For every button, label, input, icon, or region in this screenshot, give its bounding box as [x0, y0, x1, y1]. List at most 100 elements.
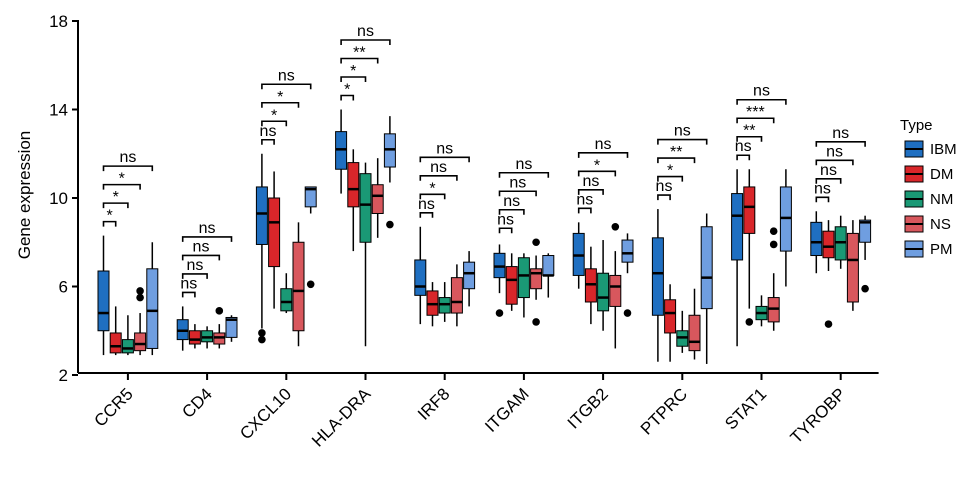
box-ibm: [414, 259, 427, 296]
plot-area: ***nsnsnsnsnsns**ns****nsns*nsnsnsnsnsns…: [97, 23, 872, 364]
sig-bracket: [261, 138, 275, 145]
legend-label: DM: [930, 166, 953, 183]
sig-bracket: [577, 170, 617, 177]
sig-bracket: [736, 135, 763, 142]
sig-label: ns: [814, 180, 831, 197]
sig-label: ns: [199, 220, 216, 237]
box-pm: [700, 226, 713, 310]
box-ns: [688, 314, 701, 352]
outlier-point: [532, 318, 540, 326]
box-ns: [530, 268, 543, 290]
box-dm: [743, 186, 756, 234]
sig-label: **: [353, 45, 365, 62]
y-axis-title: Gene expression: [15, 131, 34, 260]
sig-label: ns: [820, 162, 837, 179]
box-ns: [609, 274, 622, 307]
sig-bracket: [181, 291, 196, 298]
box-pm: [463, 261, 476, 290]
x-tick-label: TYROBP: [787, 384, 850, 447]
sig-label: ns: [260, 123, 277, 140]
sig-bracket: [736, 98, 787, 105]
sig-label: ns: [357, 23, 374, 40]
sig-bracket: [815, 159, 854, 166]
sig-bracket: [498, 190, 537, 197]
outlier-point: [386, 220, 394, 229]
box-pm: [146, 268, 159, 349]
box-pm: [621, 239, 634, 263]
sig-bracket: [181, 236, 233, 242]
sig-bracket: [498, 208, 525, 215]
box-dm: [109, 332, 122, 354]
sig-label: *: [119, 171, 125, 188]
sig-bracket: [498, 227, 513, 234]
legend-item-nm: NM: [904, 190, 953, 208]
sig-label: ns: [674, 123, 691, 140]
sig-label: ns: [753, 83, 770, 100]
gene-group-hla-dra: ****ns: [335, 23, 396, 347]
gene-group-stat1: ns*****ns: [731, 83, 792, 347]
sig-label: ns: [193, 238, 210, 255]
legend-item-pm: PM: [904, 240, 953, 258]
sig-bracket: [181, 273, 208, 279]
sig-bracket: [577, 152, 629, 158]
sig-bracket: [102, 165, 154, 172]
sig-bracket: [261, 101, 300, 108]
sig-label: ns: [180, 275, 197, 292]
box-ibm: [810, 221, 823, 257]
sig-bracket: [261, 83, 312, 90]
y-tick-label: 6: [59, 278, 68, 297]
sig-label: ns: [735, 138, 752, 155]
legend-label: PM: [930, 241, 953, 258]
outlier-point: [769, 227, 778, 235]
outlier-point: [623, 309, 632, 317]
y-tick-label: 10: [49, 189, 68, 208]
legend-label: NS: [930, 216, 951, 233]
box-dm: [822, 230, 835, 259]
sig-bracket: [261, 120, 288, 127]
sig-bracket: [419, 174, 458, 181]
gene-group-cxcl10: ns**ns: [255, 67, 317, 347]
sig-label: *: [594, 157, 600, 174]
box-dm: [188, 330, 201, 345]
sig-bracket: [577, 207, 592, 214]
sig-bracket: [340, 76, 367, 82]
sig-label: ns: [278, 67, 295, 84]
y-tick-label: 18: [49, 12, 68, 31]
box-nm: [359, 173, 372, 243]
x-tick-label: CD4: [178, 384, 215, 421]
sig-label: **: [743, 123, 755, 140]
x-tick-label: ITGAM: [481, 384, 533, 436]
legend-label: IBM: [930, 141, 957, 158]
box-nm: [280, 288, 293, 312]
legend-label: NM: [930, 191, 953, 208]
sig-label: ns: [576, 191, 593, 208]
x-tick-label: HLA-DRA: [308, 384, 375, 451]
box-pm: [225, 316, 238, 338]
outlier-point: [495, 309, 504, 317]
outlier-point: [769, 240, 778, 249]
sig-bracket: [736, 117, 775, 124]
sig-label: *: [106, 208, 112, 225]
sig-label: ns: [186, 257, 203, 274]
y-tick-label: 2: [59, 366, 68, 385]
box-nm: [517, 257, 530, 299]
y-tick-label: 14: [49, 101, 68, 120]
sig-label: ns: [509, 174, 526, 191]
outlier-point: [611, 222, 620, 231]
sig-label: ns: [436, 140, 453, 157]
box-ibm: [97, 270, 110, 332]
box-ns: [134, 332, 147, 352]
sig-label: ***: [746, 104, 765, 121]
box-dm: [505, 266, 518, 305]
x-tick-label: PTPRC: [637, 384, 691, 438]
outlier-point: [258, 329, 266, 337]
x-tick-label: IRF8: [414, 384, 453, 423]
outlier-point: [306, 280, 315, 289]
sig-bracket: [340, 39, 391, 45]
sig-label: ns: [430, 159, 447, 176]
gene-group-ptprc: ns***ns: [651, 123, 713, 364]
